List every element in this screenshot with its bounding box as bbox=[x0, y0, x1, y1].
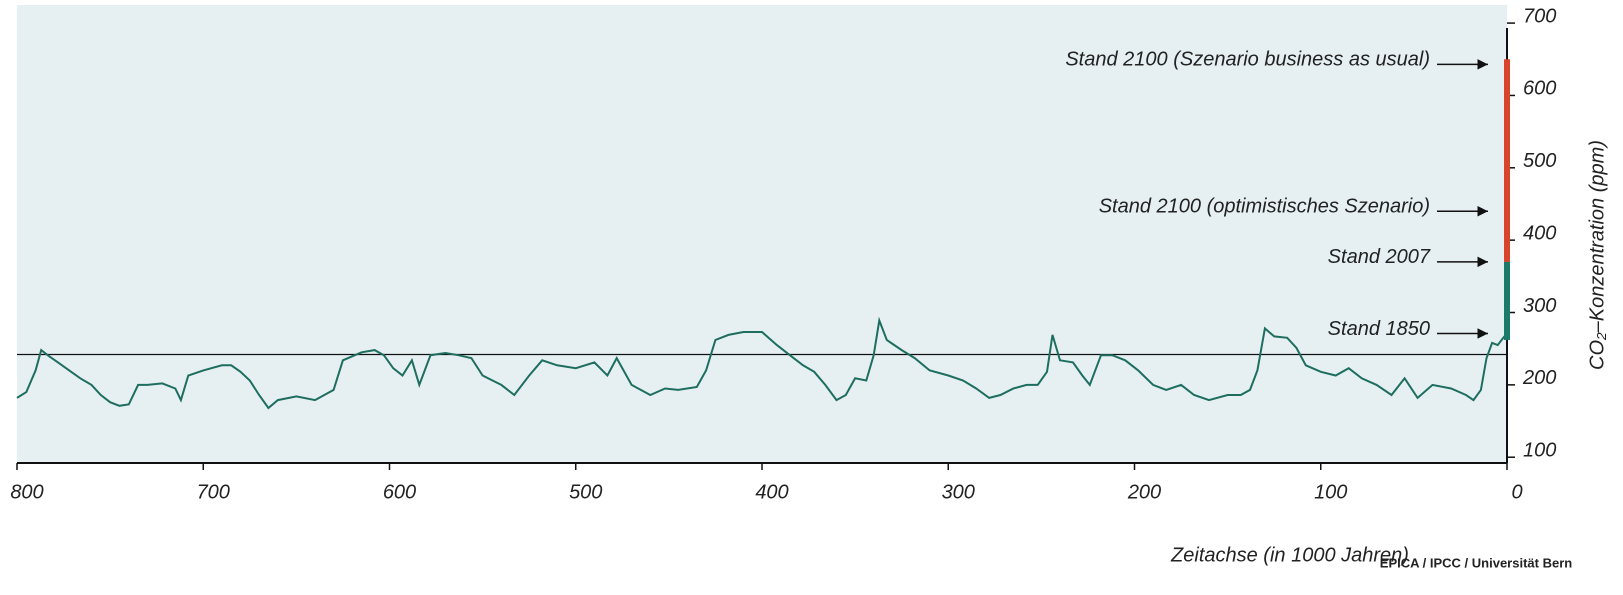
y-tick-label: 400 bbox=[1523, 222, 1556, 244]
x-tick-label: 400 bbox=[755, 481, 788, 503]
annotation-text: Stand 2007 bbox=[1328, 246, 1431, 268]
plot-background bbox=[17, 5, 1507, 463]
x-tick-label: 800 bbox=[10, 481, 43, 503]
y-axis-title: CO₂–Konzentration (ppm) bbox=[1586, 140, 1608, 370]
x-tick-label: 300 bbox=[942, 481, 975, 503]
y-tick-label: 700 bbox=[1523, 5, 1556, 27]
annotation-text: Stand 2100 (optimistisches Szenario) bbox=[1099, 195, 1430, 217]
x-tick-label: 700 bbox=[197, 481, 230, 503]
x-tick-label: 500 bbox=[569, 481, 602, 503]
annotation-text: Stand 2100 (Szenario business as usual) bbox=[1065, 49, 1430, 71]
y-tick-label: 500 bbox=[1523, 150, 1556, 172]
data-line bbox=[16, 316, 1508, 410]
x-tick-label: 600 bbox=[383, 481, 416, 503]
x-tick-label: 200 bbox=[1127, 481, 1161, 503]
x-tick-label: 0 bbox=[1511, 481, 1522, 503]
source: EPICA / IPCC / Universität Bern bbox=[1380, 555, 1572, 570]
x-tick-label: 100 bbox=[1314, 481, 1347, 503]
range-bar bbox=[1504, 261, 1510, 340]
y-tick-label: 100 bbox=[1523, 439, 1556, 461]
x-axis-title: Zeitachse (in 1000 Jahren) bbox=[1170, 544, 1409, 566]
y-tick-label: 300 bbox=[1523, 295, 1556, 317]
annotation-text: Stand 1850 bbox=[1328, 318, 1430, 340]
y-tick-label: 600 bbox=[1523, 78, 1556, 100]
range-bar bbox=[1504, 59, 1510, 262]
y-tick-label: 200 bbox=[1522, 367, 1556, 389]
